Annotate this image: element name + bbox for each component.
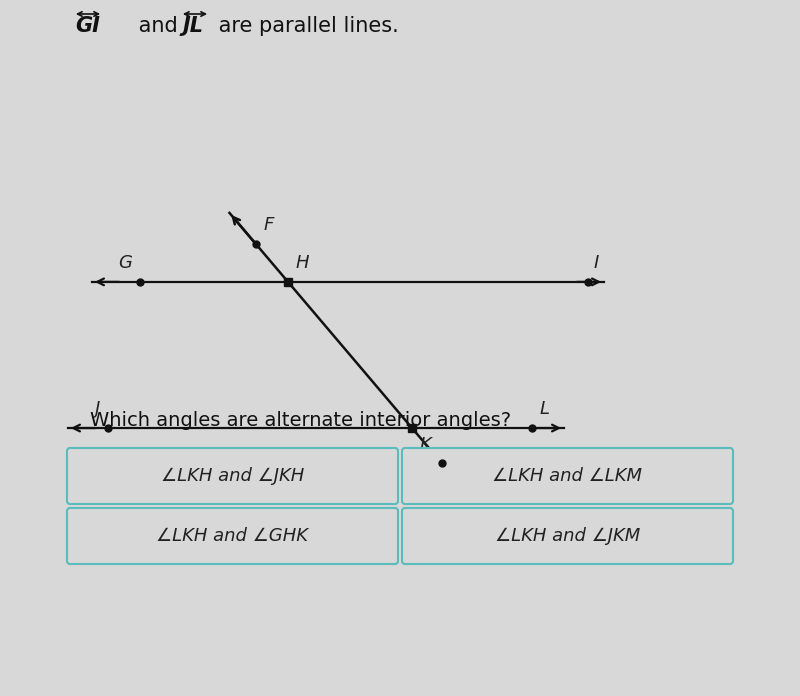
Text: ∠LKH and ∠GHK: ∠LKH and ∠GHK	[157, 527, 309, 545]
Text: M: M	[450, 467, 466, 485]
Text: JL: JL	[182, 16, 203, 36]
Text: GI: GI	[75, 16, 100, 36]
FancyBboxPatch shape	[402, 448, 733, 504]
Text: L: L	[540, 400, 550, 418]
Text: H: H	[296, 254, 310, 272]
Text: Which angles are alternate interior angles?: Which angles are alternate interior angl…	[90, 411, 511, 430]
Text: K: K	[420, 436, 432, 454]
Text: ∠LKH and ∠JKM: ∠LKH and ∠JKM	[495, 527, 640, 545]
Text: I: I	[594, 254, 599, 272]
Text: F: F	[264, 216, 274, 234]
FancyBboxPatch shape	[67, 448, 398, 504]
Text: G: G	[118, 254, 132, 272]
Text: and: and	[132, 16, 184, 36]
Text: ∠LKH and ∠LKM: ∠LKH and ∠LKM	[493, 467, 642, 485]
FancyBboxPatch shape	[402, 508, 733, 564]
FancyBboxPatch shape	[67, 508, 398, 564]
Text: are parallel lines.: are parallel lines.	[212, 16, 398, 36]
Text: ∠LKH and ∠JKH: ∠LKH and ∠JKH	[161, 467, 304, 485]
Text: J: J	[94, 400, 100, 418]
